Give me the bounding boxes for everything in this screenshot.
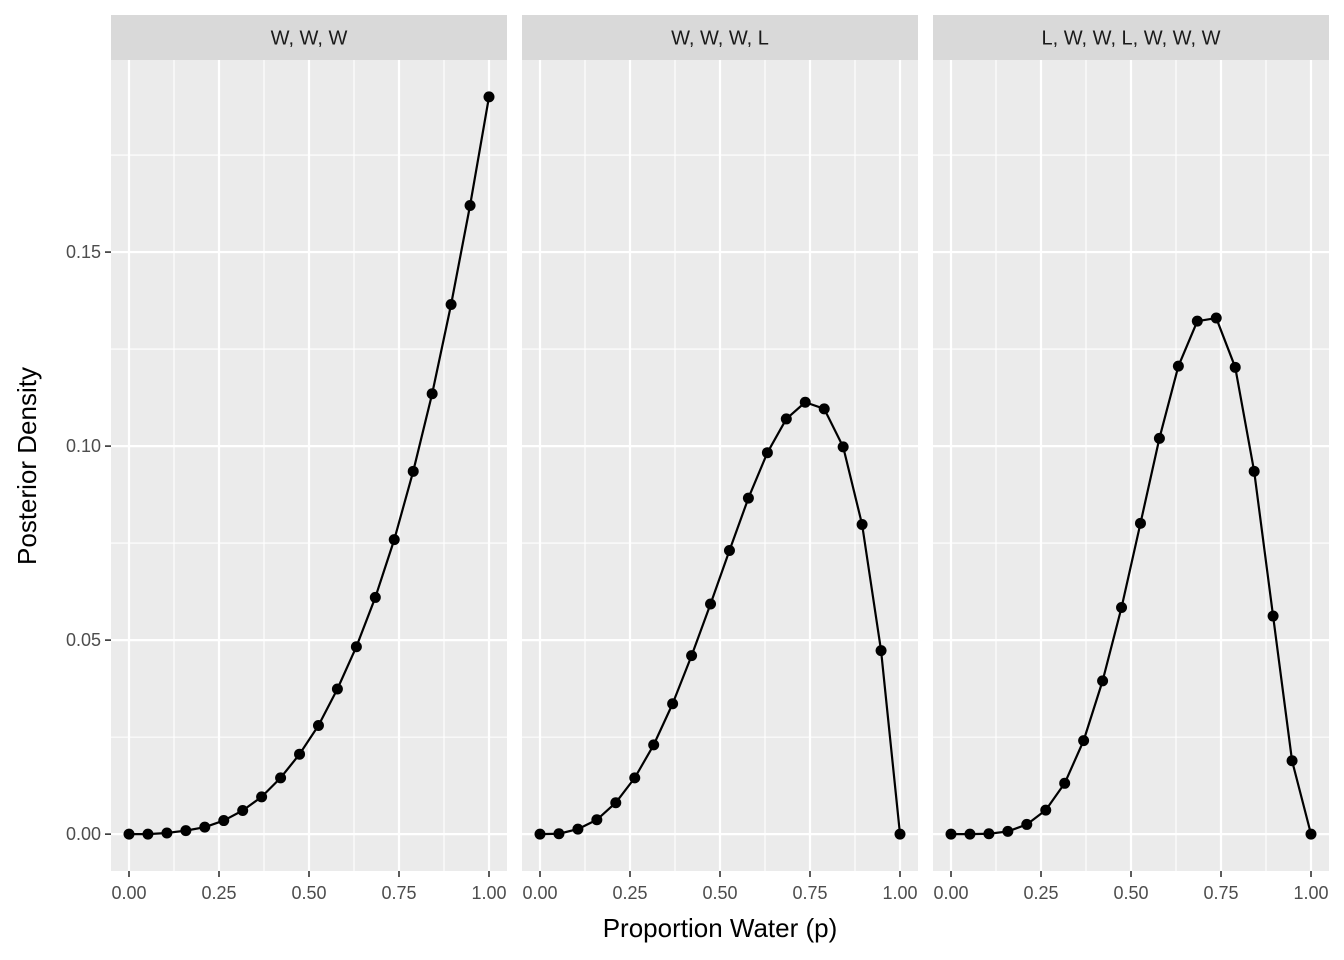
data-point [369, 591, 381, 603]
x-tick-label: 0.25 [201, 883, 236, 903]
facet-panel: W, W, W, L 0.00 0.25 0.50 0.75 1.00 [522, 15, 918, 903]
data-point [180, 825, 192, 837]
data-point [818, 403, 830, 415]
data-point [275, 772, 287, 784]
data-point [686, 650, 698, 662]
data-point [894, 828, 906, 840]
y-tick-label: 0.05 [66, 630, 101, 650]
data-point [445, 298, 457, 310]
x-tick-label: 1.00 [1293, 883, 1328, 903]
data-point [648, 739, 660, 751]
data-point [388, 534, 400, 546]
x-tick-label: 0.00 [111, 883, 146, 903]
x-tick-label: 0.50 [1113, 883, 1148, 903]
data-point [1097, 675, 1109, 687]
facet-strip [111, 15, 507, 60]
data-point [1078, 735, 1090, 747]
data-point [1248, 465, 1260, 477]
data-point [964, 828, 976, 840]
facet-strip-label: W, W, W, L [671, 28, 769, 50]
data-point [1153, 432, 1165, 444]
data-point [1172, 360, 1184, 372]
data-point [312, 719, 324, 731]
data-point [553, 828, 565, 840]
x-tick-label: 0.75 [1203, 883, 1238, 903]
x-tick-label: 0.25 [1023, 883, 1058, 903]
x-tick-label: 0.00 [522, 883, 557, 903]
x-tick-label: 0.50 [291, 883, 326, 903]
data-point [983, 828, 995, 840]
y-tick-label: 0.00 [66, 824, 101, 844]
data-point [1134, 517, 1146, 529]
data-point [218, 815, 230, 827]
data-point [780, 413, 792, 425]
data-point [667, 698, 679, 710]
data-point [1286, 755, 1298, 767]
data-point [199, 821, 211, 833]
data-point [1267, 610, 1279, 622]
data-point [534, 828, 546, 840]
y-axis-title: Posterior Density [12, 367, 42, 565]
data-point [572, 823, 584, 835]
data-point [1021, 818, 1033, 830]
data-point [761, 447, 773, 459]
data-point [1059, 777, 1071, 789]
data-point [945, 828, 957, 840]
data-point [723, 544, 735, 556]
y-axis: 0.00 0.05 0.10 0.15 [66, 242, 111, 844]
x-tick-label: 0.50 [702, 883, 737, 903]
facet-panels: W, W, W 0.00 0.25 0.50 0.75 1.00 W, W, W, L 0.0… [111, 15, 1329, 903]
data-point [237, 804, 249, 816]
data-point [610, 797, 622, 809]
x-tick-label: 1.00 [471, 883, 506, 903]
y-tick-label: 0.10 [66, 436, 101, 456]
x-tick-label: 0.25 [612, 883, 647, 903]
data-point [331, 683, 343, 695]
data-point [1210, 312, 1222, 324]
x-tick-label: 1.00 [882, 883, 917, 903]
data-point [161, 827, 173, 839]
data-point [1191, 315, 1203, 327]
x-axis-title: Proportion Water (p) [603, 913, 838, 943]
data-point [705, 598, 717, 610]
data-point [591, 814, 603, 826]
facet-strip [522, 15, 918, 60]
data-point [837, 441, 849, 453]
data-point [1116, 602, 1128, 614]
x-tick-label: 0.00 [933, 883, 968, 903]
data-point [1002, 825, 1014, 837]
data-point [350, 641, 362, 653]
facet-strip-label: W, W, W [271, 28, 348, 50]
data-point [142, 828, 154, 840]
data-point [294, 748, 306, 760]
data-point [742, 492, 754, 504]
data-point [483, 91, 495, 103]
data-point [407, 465, 419, 477]
facet-strip [933, 15, 1329, 60]
data-point [464, 200, 476, 212]
data-point [799, 396, 811, 408]
data-point [256, 791, 268, 803]
facet-strip-label: L, W, W, L, W, W, W [1042, 28, 1221, 50]
data-point [875, 645, 887, 657]
x-tick-label: 0.75 [381, 883, 416, 903]
data-point [629, 772, 641, 784]
data-point [426, 388, 438, 400]
data-point [123, 828, 135, 840]
data-point [1229, 361, 1241, 373]
data-point [856, 518, 868, 530]
facet-panel: W, W, W 0.00 0.25 0.50 0.75 1.00 [111, 15, 507, 903]
data-point [1040, 804, 1052, 816]
y-tick-label: 0.15 [66, 242, 101, 262]
x-tick-label: 0.75 [792, 883, 827, 903]
data-point [1305, 828, 1317, 840]
facet-panel: L, W, W, L, W, W, W 0.00 0.25 0.50 0.75 1.00 [933, 15, 1329, 903]
